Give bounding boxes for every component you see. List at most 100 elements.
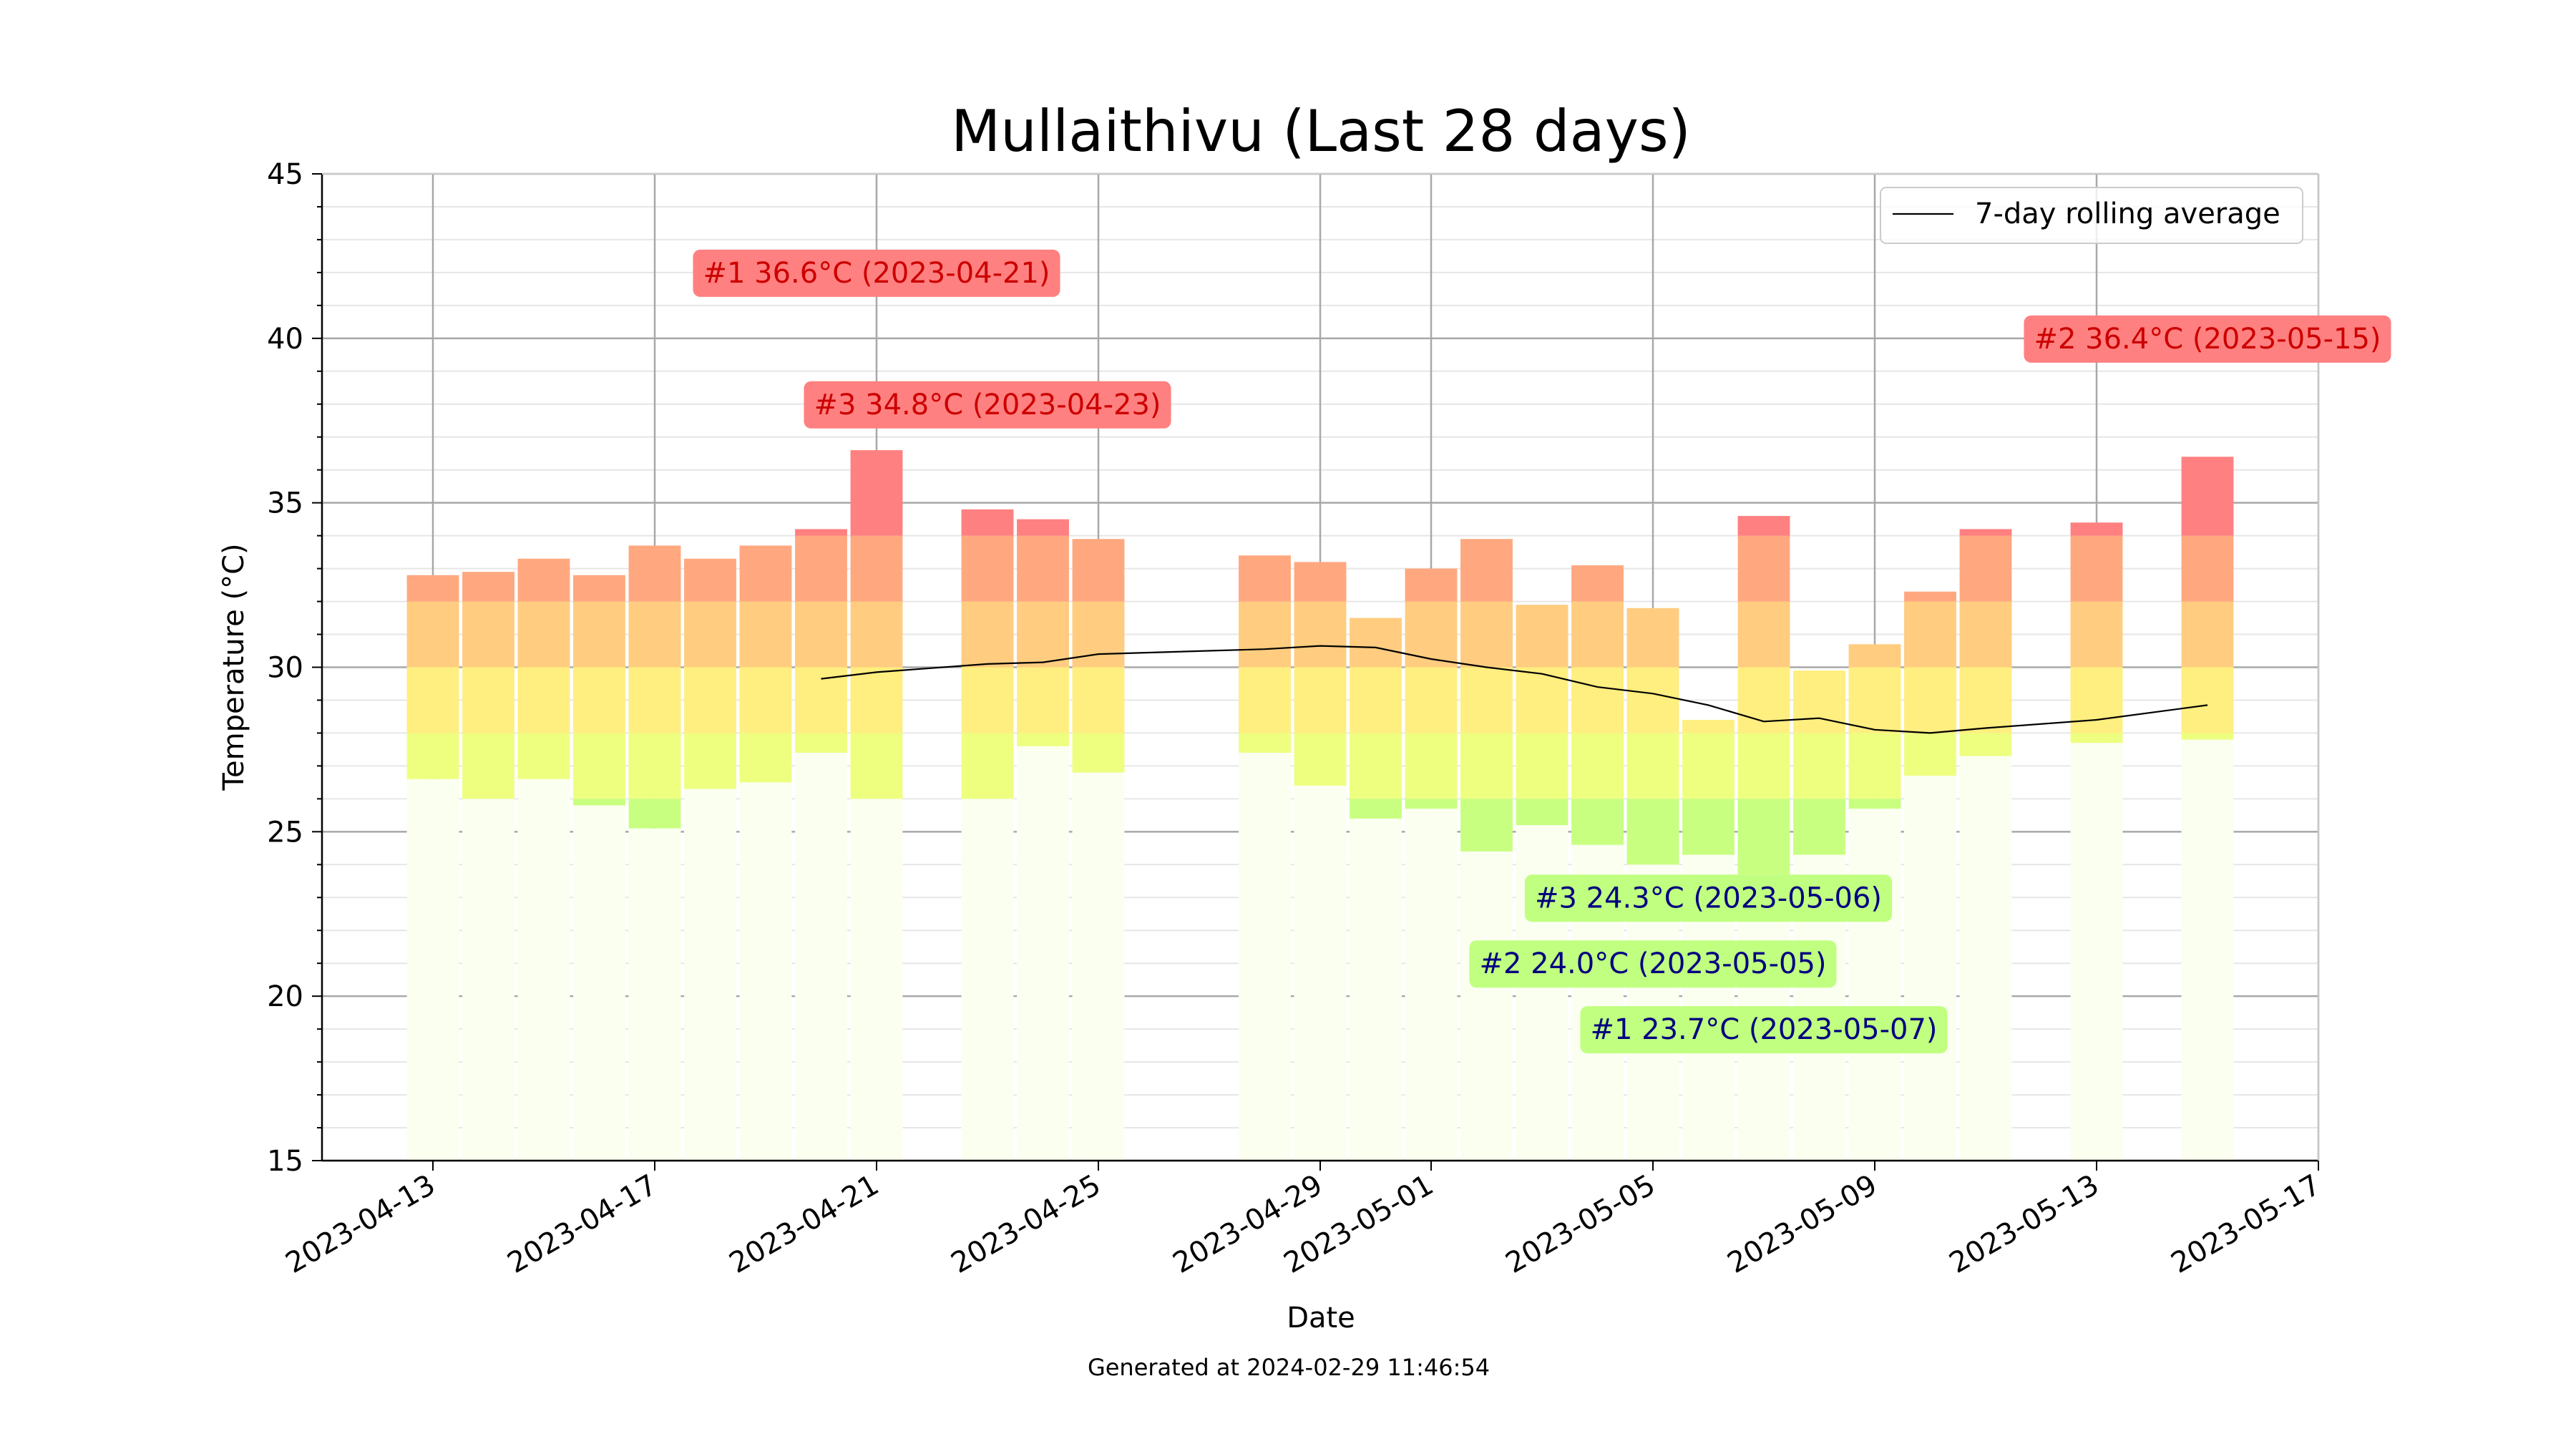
temperature-bar-segment [1959,601,2012,668]
temperature-bar-segment [1017,519,1069,536]
temperature-bar-segment [1405,601,1458,668]
temperature-bar-segment [1072,539,1125,602]
temperature-bar-segment [795,535,847,602]
temperature-bar-segment [573,575,625,602]
temperature-bar-segment [1294,601,1347,668]
temperature-bar-segment [1904,591,1956,602]
temperature-bar-segment [573,667,625,733]
temperature-bar-segment [961,733,1014,799]
temperature-bar-segment [1904,601,1956,668]
temperature-bar-segment [1516,799,1568,826]
y-tick-label: 15 [267,1145,303,1178]
temperature-bar-segment [1294,733,1347,786]
temperature-bar-segment [1460,733,1513,799]
annotation-box [2024,315,2391,363]
temperature-bar-segment [1904,667,1956,733]
bar-stem [1239,753,1291,1161]
temperature-bar-segment [2070,667,2123,733]
temperature-bar-segment [961,601,1014,668]
annotation-box [804,381,1171,429]
temperature-bar-segment [850,535,903,602]
temperature-bar-segment [1959,535,2012,602]
temperature-bar-segment [1072,667,1125,733]
bar-stem [1959,756,2012,1161]
temperature-bar-segment [406,601,459,668]
bar-stem [1350,818,1402,1161]
bar-stem [1904,776,1956,1161]
temperature-bar-segment [1516,605,1568,668]
temperature-bar-segment [1460,601,1513,668]
temperature-bar-segment [1017,733,1069,746]
hot-record-annotation: #3 34.8°C (2023-04-23) [804,381,1171,429]
temperature-bar-segment [1904,733,1956,776]
temperature-bar-segment [1626,667,1679,733]
temperature-bar-segment [1239,601,1291,668]
bar-stem [573,805,625,1161]
temperature-bar-segment [1737,601,1790,668]
temperature-bar-segment [1626,733,1679,799]
temperature-bar-segment [1405,733,1458,799]
bars [406,450,2234,1161]
temperature-bar-segment [462,601,514,668]
bar-stem [850,799,903,1161]
temperature-bar-segment [1516,667,1568,733]
temperature-bar-segment [517,558,570,602]
bar-stem [1294,785,1347,1161]
temperature-bar-segment [1793,670,1845,733]
temperature-bar-segment [628,601,681,668]
rolling-average-line [821,645,2208,734]
temperature-bar-segment [1405,799,1458,809]
y-tick-label: 35 [267,487,303,520]
temperature-bar-segment [1072,733,1125,773]
bar-stem [406,779,459,1161]
temperature-bar-segment [2070,601,2123,668]
temperature-bar-segment [1017,535,1069,602]
temperature-bar-segment [850,733,903,799]
temperature-bar-segment [961,509,1014,536]
temperature-bar-segment [628,733,681,799]
temperature-bar-segment [1848,667,1901,733]
temperature-bar-segment [1460,799,1513,852]
bar-stem [517,779,570,1161]
y-tick-label: 25 [267,816,303,849]
temperature-bar-segment [1737,733,1790,799]
bar-stem [1460,851,1513,1161]
temperature-bar-segment [1737,667,1790,733]
temperature-bar-segment [628,667,681,733]
generated-footer: Generated at 2024-02-29 11:46:54 [1088,1354,1490,1381]
temperature-bar-segment [1793,733,1845,799]
temperature-bar-segment [1516,733,1568,799]
temperature-bar-segment [2181,601,2234,668]
annotation-label: #2 24.0°C (2023-05-05) [1479,947,1826,980]
temperature-bar-segment [1460,667,1513,733]
temperature-bar-segment [739,545,792,602]
annotation-label: #2 36.4°C (2023-05-15) [2034,323,2381,356]
temperature-bar-segment [517,601,570,668]
y-tick-label: 40 [267,323,303,356]
hot-record-annotation: #1 36.6°C (2023-04-21) [693,249,1060,297]
temperature-bar-segment [628,545,681,602]
temperature-bar-segment [1848,733,1901,799]
temperature-bar-segment [1571,733,1624,799]
temperature-bar-segment [1294,562,1347,602]
temperature-bar-segment [628,799,681,829]
cold-record-annotation: #1 23.7°C (2023-05-07) [1580,1006,1948,1054]
annotation-box [693,249,1060,297]
temperature-bar-segment [1571,601,1624,668]
temperature-bar-segment [739,733,792,783]
temperature-bar-segment [406,733,459,779]
annotation-box [1524,874,1893,922]
temperature-bar-segment [1405,667,1458,733]
bar-stem [795,753,847,1161]
bar-stem [1405,809,1458,1161]
temperature-bar-segment [961,535,1014,602]
temperature-bar-segment [1294,667,1347,733]
bar-stem [1848,809,1901,1161]
chart-title: Mullaithivu (Last 28 days) [951,98,1691,165]
temperature-bar-segment [684,558,736,602]
temperature-bar-segment [406,667,459,733]
temperature-bar-segment [1239,555,1291,602]
bar-stem [2070,743,2123,1161]
temperature-bar-segment [573,601,625,668]
temperature-bar-segment [1626,608,1679,668]
